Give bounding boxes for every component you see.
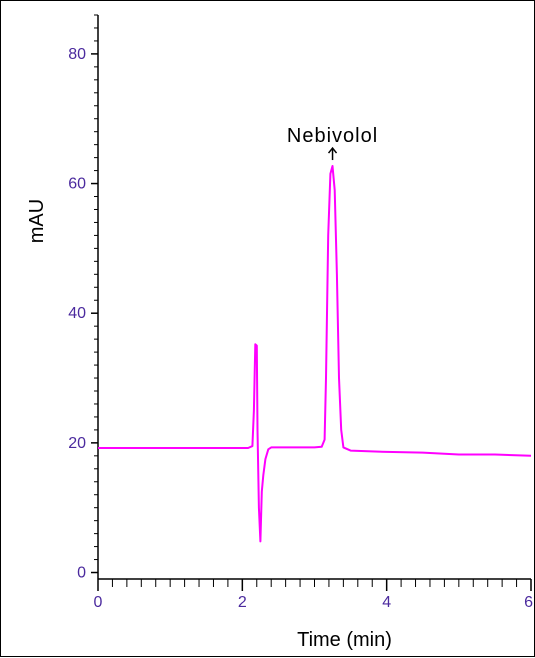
y-tick-label: 40: [68, 305, 86, 322]
series-line: [98, 165, 532, 543]
annotation-arrowhead: [327, 146, 338, 154]
y-tick-label: 60: [68, 176, 86, 193]
y-axis-title: mAU: [26, 199, 48, 243]
annotation-label: Nebivolol: [287, 125, 378, 147]
x-tick-label: 2: [238, 594, 247, 611]
x-tick-label: 0: [94, 594, 103, 611]
x-tick-label: 6: [524, 594, 533, 611]
x-tick-label: 4: [382, 594, 391, 611]
y-tick-label: 0: [77, 565, 86, 582]
x-axis-title: Time (min): [297, 629, 392, 651]
y-tick-label: 80: [68, 46, 86, 63]
y-tick-label: 20: [68, 435, 86, 452]
